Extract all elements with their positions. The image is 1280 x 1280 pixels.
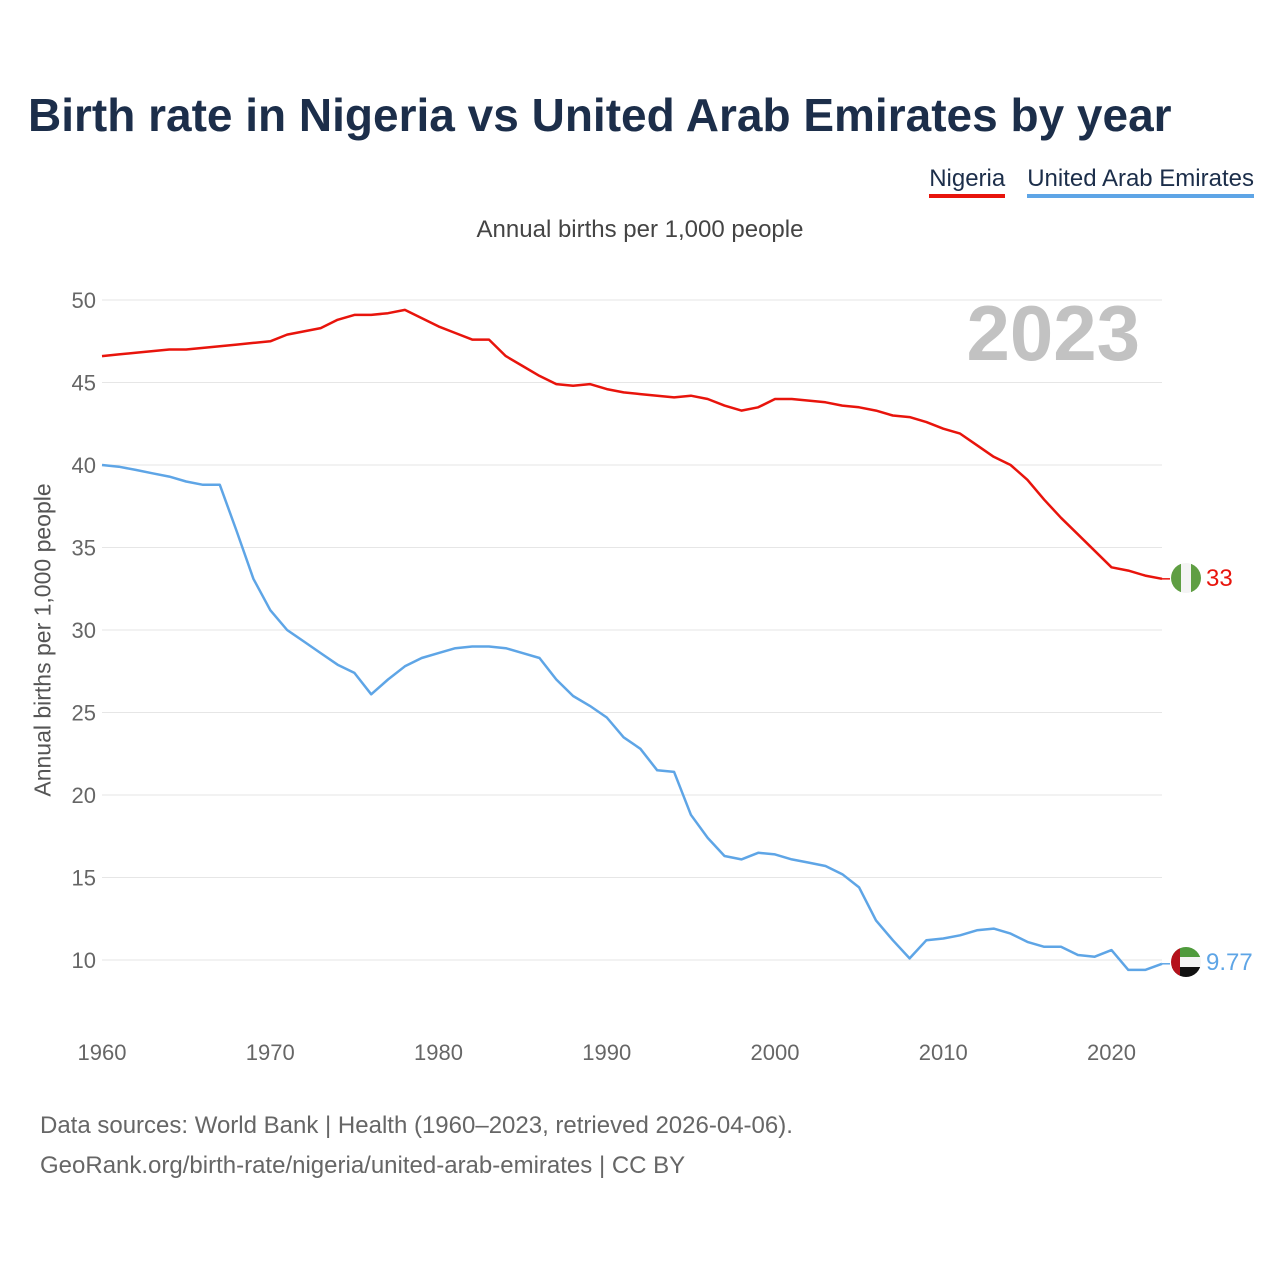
y-tick-25: 25 (72, 701, 96, 726)
y-tick-45: 45 (72, 371, 96, 396)
x-tick-1960: 1960 (78, 1040, 127, 1065)
series-line-uae[interactable] (101, 463, 1163, 972)
x-tick-2010: 2010 (919, 1040, 968, 1065)
y-tick-10: 10 (72, 948, 96, 973)
y-tick-15: 15 (72, 866, 96, 891)
y-tick-40: 40 (72, 453, 96, 478)
year-label: 2023 (966, 289, 1140, 377)
y-tick-35: 35 (72, 536, 96, 561)
y-tick-20: 20 (72, 783, 96, 808)
page-title: Birth rate in Nigeria vs United Arab Emi… (28, 89, 1172, 141)
footer-link[interactable]: GeoRank.org/birth-rate/nigeria/united-ar… (40, 1152, 686, 1179)
legend-item-uae[interactable]: United Arab Emirates (1027, 165, 1254, 198)
x-tick-1980: 1980 (414, 1040, 463, 1065)
chart-subtitle: Annual births per 1,000 people (476, 216, 804, 243)
y-tick-50: 50 (72, 288, 96, 313)
end-label-uae: 9.77 (1206, 949, 1253, 976)
nigeria-flag (1171, 563, 1201, 593)
x-tick-2020: 2020 (1087, 1040, 1136, 1065)
y-tick-30: 30 (72, 618, 96, 643)
end-label-nigeria: 33 (1206, 565, 1233, 592)
x-tick-1990: 1990 (582, 1040, 631, 1065)
uae-flag (1171, 947, 1201, 977)
legend: Nigeria United Arab Emirates (929, 165, 1254, 198)
x-tick-2000: 2000 (751, 1040, 800, 1065)
footer: Data sources: World Bank | Health (1960–… (40, 1106, 793, 1186)
footer-source: Data sources: World Bank | Health (1960–… (40, 1112, 793, 1139)
legend-item-nigeria[interactable]: Nigeria (929, 165, 1006, 198)
series-line-nigeria[interactable] (101, 308, 1163, 581)
x-tick-1970: 1970 (246, 1040, 295, 1065)
